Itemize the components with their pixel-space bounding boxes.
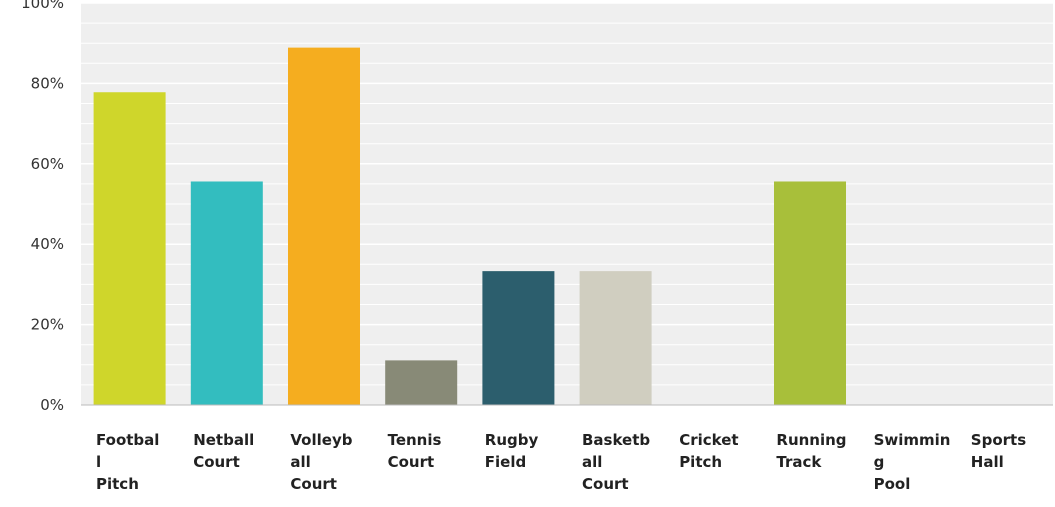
- y-tick-label: 20%: [31, 316, 64, 334]
- x-tick-label: Basketb all Court: [582, 429, 674, 495]
- x-tick-label: Footbal l Pitch: [96, 429, 188, 495]
- x-tick-label-line: Running: [776, 429, 868, 451]
- x-tick-label-line: all: [582, 451, 674, 473]
- x-tick-label: Sports Hall: [971, 429, 1055, 473]
- x-tick-label: Cricket Pitch: [679, 429, 771, 473]
- x-tick-label-line: g: [874, 451, 966, 473]
- x-tick-label-line: Hall: [971, 451, 1055, 473]
- x-tick-label-line: Sports: [971, 429, 1055, 451]
- bar: [774, 181, 846, 405]
- x-tick-label-line: Court: [582, 473, 674, 495]
- x-tick-label-line: Field: [485, 451, 577, 473]
- bar: [288, 48, 360, 405]
- bar: [94, 92, 166, 405]
- bar: [385, 360, 457, 405]
- x-tick-label-line: Rugby: [485, 429, 577, 451]
- x-tick-label: Tennis Court: [388, 429, 480, 473]
- x-tick-label-line: Court: [388, 451, 480, 473]
- y-tick-label: 40%: [31, 235, 64, 253]
- x-tick-label-line: Cricket: [679, 429, 771, 451]
- x-tick-label-line: Court: [290, 473, 382, 495]
- x-tick-label-line: Pitch: [679, 451, 771, 473]
- x-tick-label-line: all: [290, 451, 382, 473]
- x-tick-label: Volleyb all Court: [290, 429, 382, 495]
- x-tick-label-line: Track: [776, 451, 868, 473]
- x-tick-label-line: Basketb: [582, 429, 674, 451]
- x-tick-label-line: Netball: [193, 429, 285, 451]
- bar: [580, 271, 652, 405]
- y-axis-ticks: 0% 20% 40% 60% 80% 100%: [21, 0, 64, 414]
- x-tick-label-line: Pitch: [96, 473, 188, 495]
- x-tick-label-line: Swimmin: [874, 429, 966, 451]
- x-tick-label: Netball Court: [193, 429, 285, 473]
- bar: [482, 271, 554, 405]
- x-tick-label-line: Pool: [874, 473, 966, 495]
- y-tick-label: 60%: [31, 155, 64, 173]
- x-tick-label-line: l: [96, 451, 188, 473]
- x-tick-label-line: Tennis: [388, 429, 480, 451]
- x-tick-label: Swimmin g Pool: [874, 429, 966, 495]
- x-tick-label-line: Court: [193, 451, 285, 473]
- x-tick-label: Rugby Field: [485, 429, 577, 473]
- x-tick-label-line: Volleyb: [290, 429, 382, 451]
- y-tick-label: 0%: [40, 396, 64, 414]
- y-tick-label: 100%: [21, 0, 64, 12]
- x-tick-label: Running Track: [776, 429, 868, 473]
- y-tick-label: 80%: [31, 74, 64, 92]
- x-tick-label-line: Footbal: [96, 429, 188, 451]
- bar: [191, 181, 263, 405]
